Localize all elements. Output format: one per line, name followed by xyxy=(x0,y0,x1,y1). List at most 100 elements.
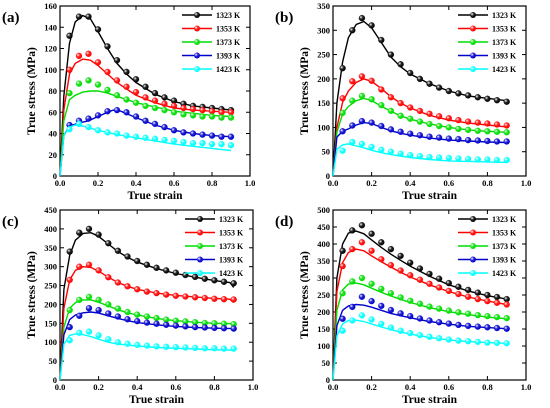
data-point xyxy=(339,95,346,102)
legend-marker xyxy=(194,66,200,72)
data-point xyxy=(94,112,102,119)
data-point xyxy=(151,104,159,112)
data-point xyxy=(170,102,178,110)
legend-marker xyxy=(197,229,203,236)
data-point xyxy=(339,128,346,135)
data-point xyxy=(435,275,443,282)
data-point xyxy=(484,324,491,331)
data-point xyxy=(66,248,73,255)
data-point xyxy=(95,231,102,238)
data-point xyxy=(199,139,206,147)
data-point xyxy=(134,341,141,349)
data-point xyxy=(426,120,433,128)
data-point xyxy=(349,27,356,34)
data-point xyxy=(94,26,102,33)
data-point xyxy=(230,345,237,352)
data-point xyxy=(493,299,501,306)
data-point xyxy=(484,128,491,135)
data-point xyxy=(503,129,510,136)
data-point xyxy=(339,290,346,297)
data-point xyxy=(445,154,452,162)
data-point xyxy=(153,320,160,327)
data-point xyxy=(134,257,141,265)
data-point xyxy=(142,83,149,90)
data-point xyxy=(493,293,501,301)
data-point xyxy=(464,92,472,99)
data-point xyxy=(132,133,140,140)
data-point xyxy=(227,109,235,116)
chart-panel-a: 0 20 40 60 80 100 120 140 160 0.0 0.2 0.4 0.6 0.8 1.0 T… xyxy=(2,1,255,202)
data-point xyxy=(142,102,149,110)
data-point xyxy=(76,263,83,270)
data-point xyxy=(339,109,346,117)
y-tick-label: 350 xyxy=(44,243,57,253)
legend-marker xyxy=(470,25,476,32)
data-point xyxy=(211,277,218,284)
data-point xyxy=(426,133,433,140)
data-point xyxy=(464,136,472,144)
data-point xyxy=(484,120,491,127)
data-point xyxy=(211,324,218,332)
y-axis-title: True stress (MPa) xyxy=(299,47,311,135)
data-point xyxy=(416,152,424,160)
data-point xyxy=(199,113,206,120)
x-tick-label: 0.6 xyxy=(443,178,454,188)
legend-marker xyxy=(197,243,203,249)
data-point xyxy=(218,109,225,116)
legend-label: 1353 K xyxy=(219,229,244,238)
data-point xyxy=(124,308,131,316)
y-tick-label: 40 xyxy=(49,129,58,139)
data-point xyxy=(407,297,414,304)
x-tick-label: 0.4 xyxy=(405,382,416,392)
y-tick-label: 0 xyxy=(326,375,330,385)
data-point xyxy=(218,114,225,121)
data-point xyxy=(464,310,472,317)
data-point xyxy=(143,319,151,326)
data-point xyxy=(208,132,216,139)
data-point xyxy=(426,80,433,87)
data-point xyxy=(201,275,208,282)
data-point xyxy=(172,343,179,351)
chart-panel-d: 0 50 100 150 200 250 300 350 400 450 500 0.0 0.2 0.4 0… xyxy=(275,205,531,406)
data-point xyxy=(142,94,149,101)
data-point xyxy=(426,280,433,287)
data-point xyxy=(191,294,199,301)
data-point xyxy=(474,323,481,330)
data-point xyxy=(95,296,102,304)
data-point xyxy=(104,108,111,115)
data-point xyxy=(358,73,366,80)
data-point xyxy=(230,280,237,287)
data-point xyxy=(163,321,170,328)
data-point xyxy=(161,106,168,114)
data-point xyxy=(66,323,73,331)
y-axis-title: True stress (MPa) xyxy=(299,251,311,339)
data-point xyxy=(368,143,375,151)
x-tick-label: 0.0 xyxy=(328,382,339,392)
legend-marker xyxy=(470,270,476,276)
data-point xyxy=(123,132,130,139)
data-point xyxy=(426,110,433,117)
data-point xyxy=(426,317,433,324)
data-point xyxy=(230,325,237,332)
x-axis-title: True strain xyxy=(402,394,458,406)
data-point xyxy=(85,293,93,301)
y-tick-label: 300 xyxy=(317,273,330,283)
data-point xyxy=(368,247,375,254)
data-point xyxy=(153,264,160,271)
data-point xyxy=(358,312,366,319)
data-point xyxy=(397,267,404,274)
legend-marker xyxy=(470,12,476,18)
data-point xyxy=(85,115,92,122)
data-point xyxy=(339,147,346,154)
data-point xyxy=(474,156,481,163)
data-point xyxy=(474,338,481,346)
data-point xyxy=(387,290,395,297)
chart-panel-b: 0 50 100 150 200 250 300 350 0.0 0.2 0.4 0.6 0.8 1.0 T… xyxy=(275,1,531,202)
data-point xyxy=(378,285,385,293)
data-point xyxy=(464,155,472,163)
data-point xyxy=(455,309,462,316)
x-tick-label: 0.0 xyxy=(328,178,339,188)
legend-label: 1423 K xyxy=(492,269,517,278)
series-line-1323-k xyxy=(332,20,507,177)
legend-label: 1353 K xyxy=(492,229,517,238)
